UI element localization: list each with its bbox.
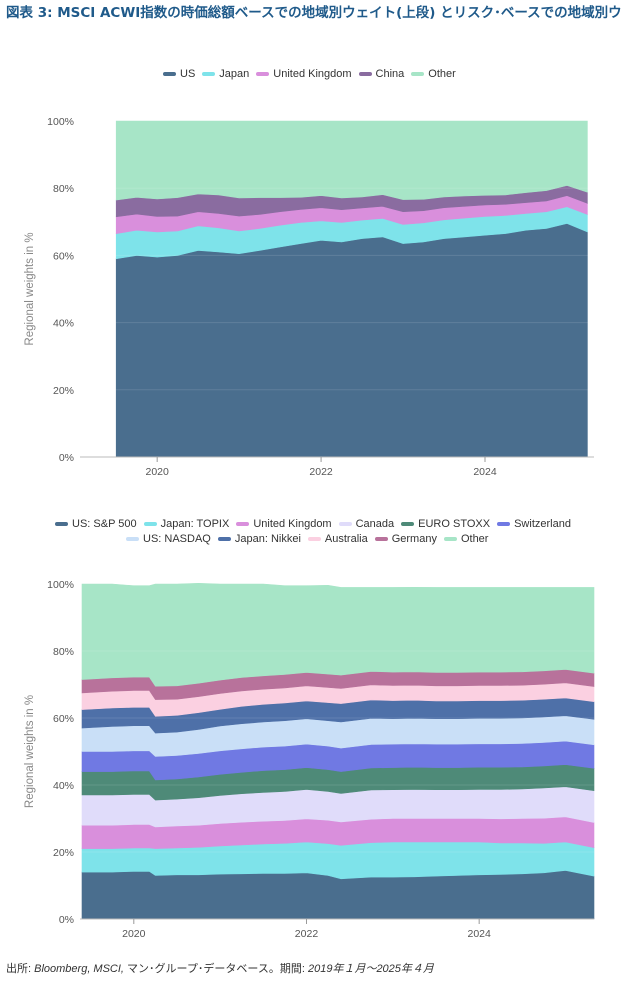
area-other[interactable] (115, 120, 588, 201)
chart2-legend: US: S&P 500 Japan: TOPIX United Kingdom Can… (55, 516, 578, 546)
y-tick-label: 100% (47, 579, 74, 591)
legend-label: Japan (219, 67, 250, 80)
legend-item-japan[interactable]: Japan (202, 68, 249, 80)
legend-swatch (126, 536, 139, 541)
legend-item-japan-topix[interactable]: Japan: TOPIX (143, 517, 230, 530)
legend-item-other[interactable]: Other (443, 532, 489, 545)
source-label: 出所: (6, 963, 35, 975)
legend-label: Canada (355, 517, 395, 530)
legend-item-united-kingdom[interactable]: United Kingdom (256, 67, 352, 80)
legend-label: Switzerland (514, 517, 571, 530)
legend-swatch (358, 71, 372, 76)
y-tick-label: 60% (53, 250, 74, 262)
legend-label: US (180, 67, 196, 80)
legend-label: United Kingdom (253, 517, 332, 530)
legend-item-united-kingdom[interactable]: United Kingdom (236, 517, 332, 530)
x-tick-label: 2024 (473, 466, 497, 478)
legend-swatch (143, 521, 157, 526)
y-axis-title: Regional weights in % (24, 232, 36, 345)
legend-swatch (411, 71, 425, 76)
source-period: 2019年１月～2025年４月 (307, 963, 434, 975)
figure-title: 図表 3: MSCI ACWI指数の時価総額ベースでの地域別ウェイト(上段) と… (6, 5, 621, 21)
legend-swatch (443, 536, 457, 541)
legend-item-us[interactable]: US (163, 68, 195, 80)
legend-item-germany[interactable]: Germany (374, 532, 437, 545)
legend-label: Germany (391, 532, 437, 545)
legend-label: Japan: TOPIX (160, 517, 230, 530)
chart2-plot: 0% 20% 40% 60% 80% 100% 2020 2022 2024 Regional w… (24, 579, 595, 940)
legend-item-euro-stoxx[interactable]: EURO STOXX (401, 518, 490, 530)
legend-swatch (374, 536, 388, 541)
legend-label: Other (428, 67, 456, 80)
source-providers: Bloomberg, MSCI, (34, 963, 124, 975)
legend-swatch (55, 521, 68, 526)
x-tick-label: 2022 (309, 466, 333, 478)
x-tick-label: 2022 (295, 928, 319, 940)
y-axis-title: Regional weights in % (24, 695, 36, 808)
y-tick-label: 60% (53, 713, 74, 725)
legend-item-japan-nikkei[interactable]: Japan: Nikkei (217, 532, 301, 545)
chart1-legend: US Japan United Kingdom China Other (163, 66, 463, 81)
legend-label: China (375, 67, 405, 80)
legend-swatch (202, 71, 216, 76)
y-tick-label: 80% (53, 183, 74, 195)
x-tick-label: 2020 (122, 928, 146, 940)
area-other[interactable] (81, 582, 595, 687)
legend-item-canada[interactable]: Canada (338, 517, 395, 530)
legend-label: Australia (324, 532, 368, 545)
legend-item-us-nasdaq[interactable]: US: NASDAQ (126, 533, 211, 545)
legend-swatch (163, 71, 176, 76)
legend-swatch (497, 521, 511, 526)
legend-swatch (236, 521, 250, 526)
y-tick-label: 0% (59, 914, 74, 926)
source-suffix: マン･グループ･データベース。期間: (124, 963, 308, 975)
legend-swatch (217, 536, 231, 541)
y-tick-label: 80% (53, 646, 74, 658)
legend-label: Other (460, 532, 489, 545)
legend-swatch (401, 521, 415, 526)
y-tick-label: 0% (59, 452, 74, 464)
y-tick-label: 40% (53, 780, 74, 792)
legend-item-other[interactable]: Other (411, 68, 456, 80)
y-tick-label: 40% (53, 318, 74, 330)
legend-item-australia[interactable]: Australia (307, 532, 368, 545)
x-tick-label: 2020 (145, 466, 169, 478)
legend-item-china[interactable]: China (358, 67, 405, 80)
legend-swatch (338, 521, 352, 526)
legend-label: Japan: Nikkei (234, 532, 301, 545)
legend-label: US: NASDAQ (143, 532, 211, 545)
source-note: 出所: Bloomberg, MSCI, マン･グループ･データベース。期間: … (6, 960, 434, 976)
legend-swatch (307, 536, 321, 541)
legend-item-us-s-p-500[interactable]: US: S&P 500 (55, 518, 137, 530)
legend-swatch (256, 71, 270, 76)
legend-label: US: S&P 500 (72, 517, 137, 530)
y-tick-label: 20% (53, 847, 74, 859)
legend-item-switzerland[interactable]: Switzerland (497, 518, 571, 530)
legend-label: EURO STOXX (418, 517, 491, 530)
legend-label: United Kingdom (273, 67, 352, 80)
x-tick-label: 2024 (467, 928, 491, 940)
y-tick-label: 20% (53, 385, 74, 397)
chart1-plot: 0% 20% 40% 60% 80% 100% 2020 2022 2024 Regional w… (24, 116, 594, 478)
y-tick-label: 100% (47, 116, 74, 128)
